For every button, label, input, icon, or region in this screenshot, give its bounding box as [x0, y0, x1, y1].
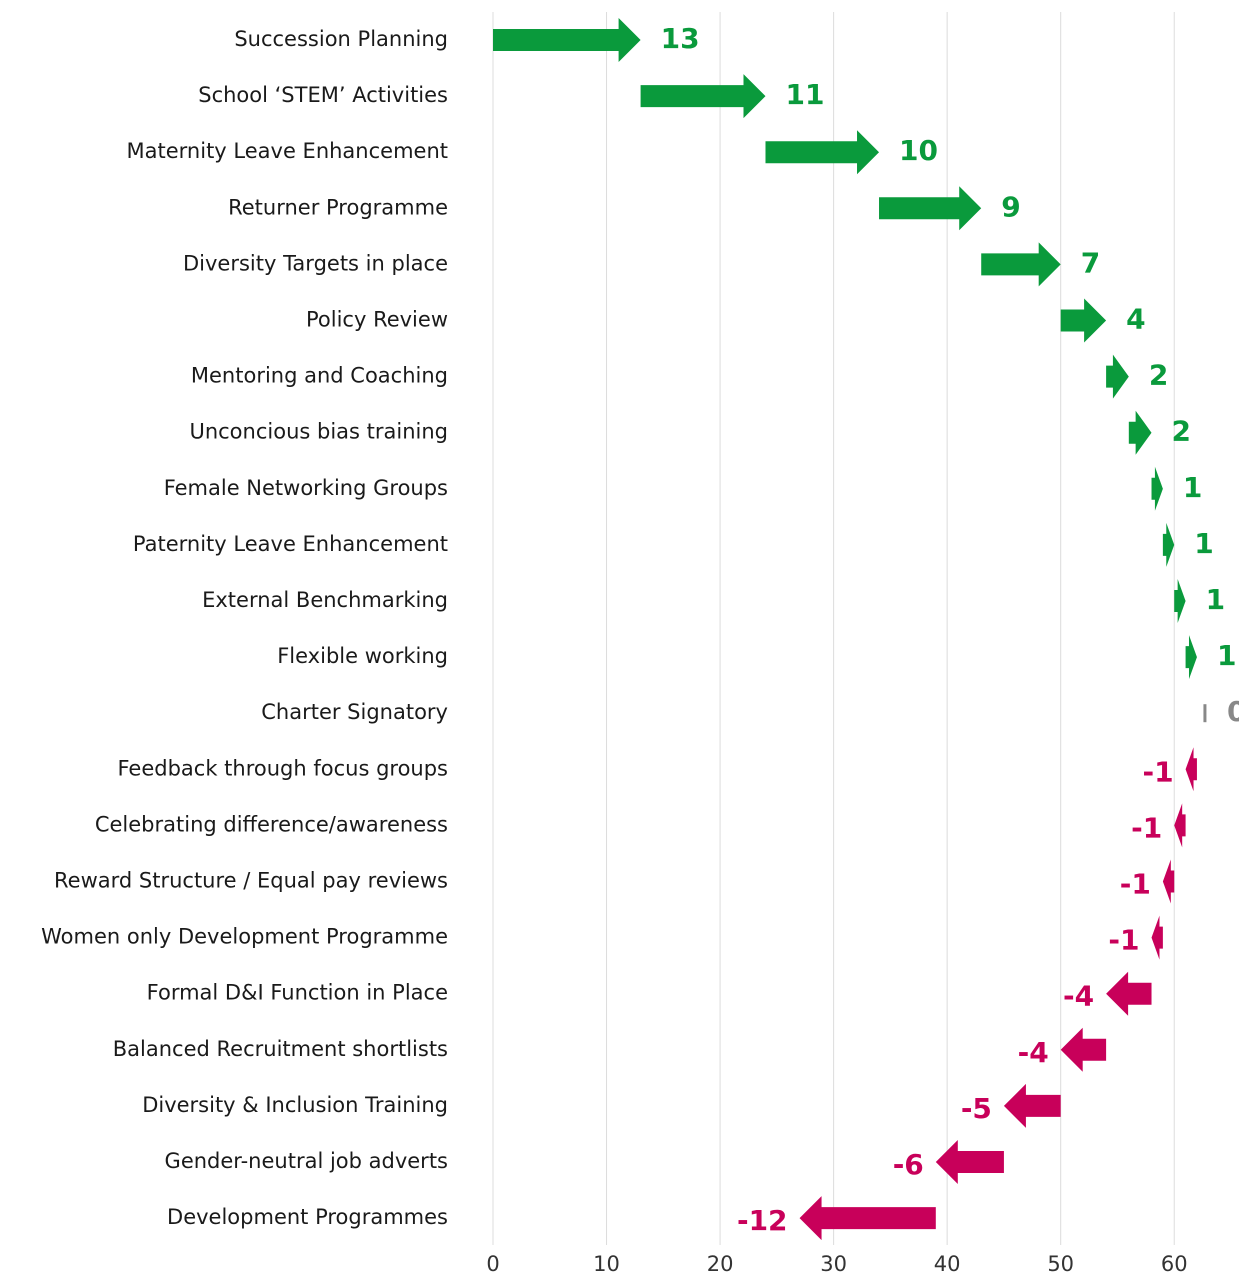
x-tick-label: 50 [1047, 1252, 1074, 1275]
value-label: 4 [1126, 303, 1145, 336]
arrow [1162, 859, 1175, 904]
value-label: 7 [1081, 246, 1100, 279]
category-label: Charter Signatory [261, 700, 448, 724]
arrow [1060, 298, 1107, 343]
category-label: Balanced Recruitment shortlists [113, 1037, 448, 1061]
x-tick-label: 60 [1161, 1252, 1188, 1275]
arrow [1106, 354, 1129, 399]
category-label: Maternity Leave Enhancement [127, 139, 448, 163]
x-tick-label: 10 [593, 1252, 620, 1275]
value-label: -5 [961, 1092, 992, 1125]
category-label: Celebrating difference/awareness [95, 812, 448, 836]
arrow [1162, 522, 1175, 567]
x-tick-label: 30 [820, 1252, 847, 1275]
arrow [765, 130, 880, 175]
value-label: 10 [899, 134, 938, 167]
category-label: School ‘STEM’ Activities [198, 83, 448, 107]
arrow [1174, 803, 1186, 848]
arrow [935, 1140, 1004, 1184]
x-tick-label: 20 [707, 1252, 734, 1275]
category-label: Unconcious bias training [189, 420, 448, 444]
category-label: Female Networking Groups [164, 476, 448, 500]
category-label: Development Programmes [167, 1205, 448, 1229]
category-label: Feedback through focus groups [117, 756, 448, 780]
value-label: 11 [785, 78, 824, 111]
category-label: Paternity Leave Enhancement [133, 532, 448, 556]
category-label: External Benchmarking [202, 588, 448, 612]
category-label: Policy Review [306, 308, 448, 332]
value-label: 1 [1217, 639, 1236, 672]
arrow [1185, 635, 1197, 680]
arrow [1151, 466, 1163, 511]
category-label: Diversity & Inclusion Training [142, 1093, 448, 1117]
arrow [493, 18, 641, 62]
value-label: -4 [1063, 980, 1094, 1013]
value-label: 13 [661, 22, 700, 55]
arrow [1174, 579, 1186, 623]
arrow [1185, 747, 1197, 792]
arrow [1003, 1083, 1061, 1128]
arrow [1151, 915, 1163, 960]
category-label: Flexible working [277, 644, 448, 668]
category-label: Formal D&I Function in Place [147, 981, 448, 1005]
arrow [1106, 971, 1152, 1016]
value-label: 1 [1194, 527, 1213, 560]
category-label: Returner Programme [228, 195, 448, 219]
x-tick-label: 40 [934, 1252, 961, 1275]
arrow [1060, 1027, 1107, 1072]
category-label: Succession Planning [234, 27, 448, 51]
arrow [799, 1196, 936, 1241]
x-tick-label: 0 [486, 1252, 499, 1275]
arrow [640, 74, 766, 119]
category-label: Women only Development Programme [41, 925, 448, 949]
category-label: Reward Structure / Equal pay reviews [54, 869, 448, 893]
arrow [879, 186, 982, 231]
value-label: -1 [1142, 755, 1173, 788]
value-label: 2 [1149, 359, 1168, 392]
value-label: -12 [737, 1204, 788, 1237]
category-label: Mentoring and Coaching [191, 364, 448, 388]
value-label: 2 [1172, 415, 1191, 448]
value-label: 1 [1183, 471, 1202, 504]
value-label: -1 [1120, 868, 1151, 901]
value-label: -4 [1018, 1036, 1049, 1069]
arrow [1128, 410, 1152, 455]
category-label: Diversity Targets in place [183, 251, 448, 275]
category-label: Gender-neutral job adverts [165, 1149, 448, 1173]
value-label: -6 [893, 1148, 924, 1181]
value-label: 0 [1227, 695, 1239, 728]
value-label: 1 [1206, 583, 1225, 616]
arrow [981, 242, 1061, 287]
value-label: -1 [1131, 811, 1162, 844]
value-label: 9 [1001, 190, 1020, 223]
value-label: -1 [1108, 924, 1139, 957]
